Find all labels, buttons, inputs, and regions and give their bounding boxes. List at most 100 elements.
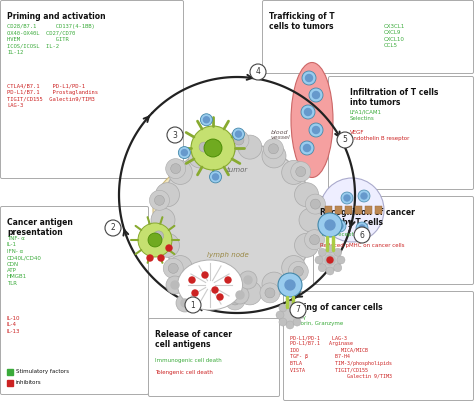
Circle shape bbox=[167, 127, 183, 143]
Text: Release of cancer
cell antigens: Release of cancer cell antigens bbox=[155, 330, 232, 349]
Circle shape bbox=[291, 162, 311, 182]
Circle shape bbox=[288, 261, 308, 282]
Circle shape bbox=[293, 318, 301, 326]
Circle shape bbox=[182, 150, 187, 156]
FancyBboxPatch shape bbox=[328, 77, 474, 190]
Circle shape bbox=[334, 264, 342, 272]
Circle shape bbox=[325, 220, 335, 230]
Circle shape bbox=[212, 287, 218, 293]
Circle shape bbox=[310, 235, 319, 245]
Text: lymph node: lymph node bbox=[207, 252, 249, 258]
Circle shape bbox=[229, 130, 249, 150]
Circle shape bbox=[234, 135, 244, 145]
Circle shape bbox=[154, 231, 164, 241]
FancyBboxPatch shape bbox=[148, 318, 280, 397]
FancyBboxPatch shape bbox=[0, 207, 148, 395]
Circle shape bbox=[286, 301, 294, 309]
Text: Stimulatory factors: Stimulatory factors bbox=[16, 369, 69, 375]
Circle shape bbox=[309, 123, 323, 137]
Circle shape bbox=[147, 255, 153, 261]
Circle shape bbox=[337, 256, 345, 264]
Circle shape bbox=[232, 128, 245, 140]
Bar bbox=[365, 206, 372, 214]
Circle shape bbox=[168, 160, 192, 184]
Circle shape bbox=[293, 266, 303, 276]
Ellipse shape bbox=[153, 160, 283, 260]
Circle shape bbox=[294, 183, 319, 207]
Circle shape bbox=[155, 183, 180, 207]
Text: TNF- α
IL-1
IFN- α
CD40L/CD40
CDN
ATP
HMGB1
TLR: TNF- α IL-1 IFN- α CD40L/CD40 CDN ATP HM… bbox=[7, 236, 42, 286]
Circle shape bbox=[276, 311, 284, 319]
Circle shape bbox=[188, 144, 212, 168]
Circle shape bbox=[217, 294, 223, 300]
Circle shape bbox=[356, 222, 368, 234]
Circle shape bbox=[334, 248, 342, 256]
Circle shape bbox=[194, 137, 214, 157]
Text: inhibitors: inhibitors bbox=[16, 381, 42, 385]
Circle shape bbox=[181, 299, 189, 307]
Bar bbox=[7, 369, 13, 375]
Circle shape bbox=[279, 318, 287, 326]
Circle shape bbox=[171, 281, 179, 289]
Circle shape bbox=[168, 255, 192, 279]
Circle shape bbox=[279, 304, 287, 312]
Circle shape bbox=[318, 264, 326, 272]
Circle shape bbox=[310, 199, 320, 209]
Circle shape bbox=[268, 144, 278, 154]
Circle shape bbox=[359, 225, 365, 231]
Circle shape bbox=[192, 290, 198, 296]
Circle shape bbox=[212, 135, 236, 159]
Ellipse shape bbox=[291, 63, 333, 178]
FancyBboxPatch shape bbox=[313, 196, 474, 284]
Circle shape bbox=[320, 178, 384, 242]
Circle shape bbox=[225, 277, 231, 283]
Circle shape bbox=[176, 294, 194, 312]
Circle shape bbox=[354, 227, 370, 243]
Text: Recognition of cancer
cells by T cells: Recognition of cancer cells by T cells bbox=[320, 208, 415, 227]
Circle shape bbox=[265, 288, 275, 298]
Circle shape bbox=[302, 71, 316, 85]
Text: CD28/B7.1      CD137(4-1BB)
OX40-OX40L  CD27/CD70
HVEM           GITR
ICOS/ICOSL: CD28/B7.1 CD137(4-1BB) OX40-OX40L CD27/C… bbox=[7, 24, 95, 55]
Circle shape bbox=[304, 109, 311, 115]
Text: PD-L1/PD-1    LAG-3
PD-L1/B7.1   Arginase
IDO              MICA/MICB
TGF- β     : PD-L1/PD-1 LAG-3 PD-L1/B7.1 Arginase IDO… bbox=[290, 335, 392, 379]
Text: 3: 3 bbox=[173, 130, 177, 140]
Circle shape bbox=[171, 164, 181, 174]
Bar bbox=[335, 206, 342, 214]
Circle shape bbox=[262, 272, 286, 296]
FancyBboxPatch shape bbox=[263, 0, 474, 73]
Circle shape bbox=[225, 290, 245, 310]
Circle shape bbox=[191, 126, 235, 170]
Bar bbox=[345, 206, 352, 214]
Text: 4: 4 bbox=[255, 67, 260, 77]
Circle shape bbox=[260, 283, 280, 303]
Circle shape bbox=[231, 286, 249, 304]
Circle shape bbox=[296, 167, 306, 177]
Circle shape bbox=[303, 144, 310, 152]
Circle shape bbox=[286, 321, 294, 329]
Circle shape bbox=[188, 272, 212, 296]
Circle shape bbox=[236, 131, 241, 137]
Circle shape bbox=[293, 304, 301, 312]
Text: CX3CL1
CXCL9
CXCL10
CCL5: CX3CL1 CXCL9 CXCL10 CCL5 bbox=[384, 24, 405, 48]
Circle shape bbox=[238, 135, 262, 159]
Circle shape bbox=[196, 286, 206, 296]
Circle shape bbox=[210, 171, 221, 183]
Circle shape bbox=[299, 208, 323, 232]
Circle shape bbox=[212, 281, 236, 305]
Circle shape bbox=[306, 75, 312, 81]
Circle shape bbox=[239, 271, 257, 289]
Text: IFN- γ
Perforin, Granzyme: IFN- γ Perforin, Granzyme bbox=[290, 315, 343, 326]
Circle shape bbox=[282, 160, 306, 184]
Circle shape bbox=[201, 114, 212, 126]
Circle shape bbox=[285, 280, 295, 290]
Circle shape bbox=[238, 281, 262, 305]
Circle shape bbox=[305, 194, 326, 214]
Circle shape bbox=[155, 195, 164, 205]
Circle shape bbox=[151, 208, 175, 232]
Circle shape bbox=[250, 64, 266, 80]
Text: Killing of cancer cells: Killing of cancer cells bbox=[290, 303, 383, 312]
Circle shape bbox=[325, 255, 335, 265]
Circle shape bbox=[189, 277, 195, 283]
Text: CTLA4/B7.1    PD-L1/PD-1
PD-L1/B7.1    Prostaglandins
TIGIT/CD155  Galectin9/TIM: CTLA4/B7.1 PD-L1/PD-1 PD-L1/B7.1 Prostag… bbox=[7, 84, 98, 108]
Circle shape bbox=[358, 190, 370, 202]
